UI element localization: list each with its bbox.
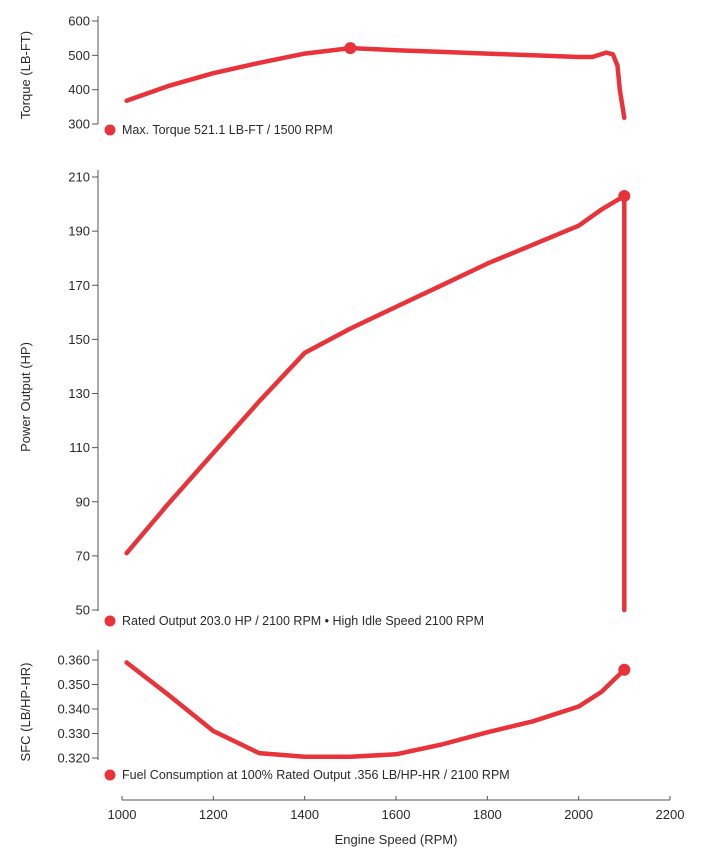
y-tick-label: 90 [76,494,90,509]
annotation-bullet-2 [104,615,116,627]
annotation-text-1: Max. Torque 521.1 LB-FT / 1500 RPM [122,123,333,137]
series-line-1 [124,45,627,121]
x-tick-label: 2000 [564,807,593,822]
y-tick-label: 170 [68,278,90,293]
y-tick-label: 300 [68,117,90,132]
y-tick-label: 210 [68,170,90,185]
y-tick-label: 130 [68,386,90,401]
data-point-marker-2 [618,189,631,202]
annotation-text-2: Rated Output 203.0 HP / 2100 RPM • High … [122,614,484,628]
y-tick-label: 0.360 [57,653,90,668]
y-tick-label: 600 [68,14,90,29]
y-tick-label: 500 [68,48,90,63]
x-axis-label: Engine Speed (RPM) [335,832,458,847]
series-line-2 [124,193,627,613]
y-axis-label: Torque (LB-FT) [18,31,33,119]
y-tick-label: 150 [68,332,90,347]
series-line-3 [124,660,627,760]
annotation-bullet-3 [104,769,116,781]
x-tick-label: 1600 [382,807,411,822]
data-point-marker-1 [344,42,357,55]
y-tick-label: 0.330 [57,726,90,741]
y-tick-label: 50 [76,603,90,618]
x-tick-label: 1400 [290,807,319,822]
y-tick-label: 400 [68,82,90,97]
y-tick-label: 70 [76,548,90,563]
y-tick-label: 0.340 [57,702,90,717]
x-tick-label: 2200 [656,807,685,822]
y-tick-label: 110 [69,440,90,455]
y-tick-label: 0.350 [57,677,90,692]
x-tick-label: 1200 [199,807,228,822]
x-tick-label: 1000 [108,807,137,822]
y-axis-label: SFC (LB/HP-HR) [18,663,33,762]
y-tick-label: 190 [68,224,90,239]
x-tick-label: 1800 [473,807,502,822]
y-tick-label: 0.320 [57,751,90,766]
annotation-bullet-1 [104,124,116,136]
annotation-text-3: Fuel Consumption at 100% Rated Output .3… [122,768,510,782]
data-point-marker-3 [618,663,631,676]
y-axis-label: Power Output (HP) [18,342,33,452]
